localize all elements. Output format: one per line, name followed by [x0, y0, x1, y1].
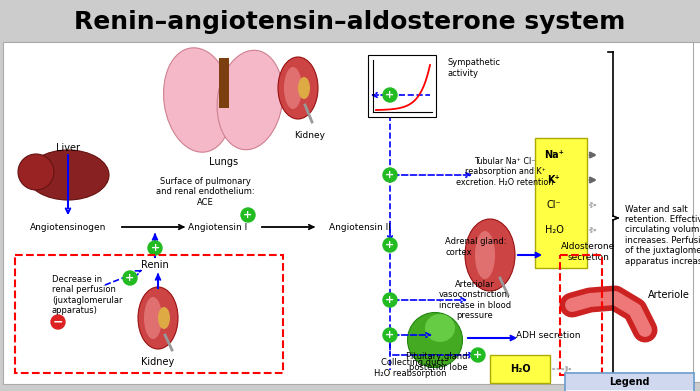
Text: +: + — [150, 243, 160, 253]
Text: H₂O: H₂O — [545, 225, 564, 235]
Circle shape — [148, 241, 162, 255]
Circle shape — [383, 238, 397, 252]
Text: Sympathetic
activity: Sympathetic activity — [448, 58, 501, 78]
Text: ADH secretion: ADH secretion — [516, 332, 580, 341]
Ellipse shape — [284, 67, 302, 109]
Ellipse shape — [475, 231, 495, 279]
Ellipse shape — [278, 57, 318, 119]
FancyBboxPatch shape — [5, 42, 700, 382]
Text: +: + — [386, 240, 395, 250]
Text: Arteriolar
vasoconstriction,
increase in blood
pressure: Arteriolar vasoconstriction, increase in… — [439, 280, 511, 320]
FancyBboxPatch shape — [566, 374, 693, 390]
Circle shape — [383, 328, 397, 342]
Text: H₂O: H₂O — [510, 364, 531, 374]
Text: Aldosterone
secretion: Aldosterone secretion — [561, 242, 615, 262]
Circle shape — [51, 315, 65, 329]
Ellipse shape — [298, 77, 310, 99]
Circle shape — [383, 88, 397, 102]
Text: Kidney: Kidney — [141, 357, 174, 367]
Text: K⁺: K⁺ — [547, 175, 561, 185]
Text: Lungs: Lungs — [209, 157, 239, 167]
Text: Arteriole: Arteriole — [648, 290, 690, 300]
Text: Renin–angiotensin–aldosterone system: Renin–angiotensin–aldosterone system — [74, 10, 626, 34]
Text: Surface of pulmonary
and renal endothelium:
ACE: Surface of pulmonary and renal endotheli… — [155, 177, 254, 207]
Text: +: + — [386, 330, 395, 340]
Ellipse shape — [144, 297, 162, 339]
Text: Renin: Renin — [141, 260, 169, 270]
Ellipse shape — [164, 48, 232, 152]
Text: Angiotensinogen: Angiotensinogen — [30, 222, 106, 231]
Text: Legend: Legend — [609, 377, 650, 387]
Ellipse shape — [27, 150, 109, 200]
Text: Decrease in
renal perfusion
(juxtaglomerular
apparatus): Decrease in renal perfusion (juxtaglomer… — [52, 275, 122, 315]
Text: Cl⁻: Cl⁻ — [547, 200, 561, 210]
Ellipse shape — [18, 154, 54, 190]
Text: +: + — [386, 295, 395, 305]
Text: −: − — [52, 316, 63, 328]
Text: +: + — [244, 210, 253, 220]
FancyBboxPatch shape — [535, 138, 587, 268]
Ellipse shape — [425, 314, 455, 342]
Text: Tubular Na⁺ Cl⁻
reabsorption and K⁺
excretion. H₂O retention: Tubular Na⁺ Cl⁻ reabsorption and K⁺ excr… — [456, 157, 554, 187]
Ellipse shape — [158, 307, 170, 329]
FancyBboxPatch shape — [3, 42, 693, 384]
Circle shape — [123, 271, 137, 285]
Text: +: + — [125, 273, 134, 283]
Text: Angiotensin I: Angiotensin I — [188, 222, 248, 231]
FancyBboxPatch shape — [219, 58, 229, 108]
Text: Adrenal gland:
cortex: Adrenal gland: cortex — [445, 237, 507, 257]
Text: Na⁺: Na⁺ — [544, 150, 564, 160]
Text: Kidney: Kidney — [295, 131, 326, 140]
Text: Water and salt
retention. Effective
circulating volume
increases. Perfusion
of t: Water and salt retention. Effective circ… — [625, 204, 700, 265]
Text: +: + — [473, 350, 482, 360]
FancyBboxPatch shape — [490, 355, 550, 383]
FancyBboxPatch shape — [565, 373, 694, 391]
FancyBboxPatch shape — [368, 55, 436, 117]
Text: Pituitary gland:
posterior lobe: Pituitary gland: posterior lobe — [406, 352, 470, 372]
Ellipse shape — [407, 312, 463, 368]
Text: Collecting duct:
H₂O reabsorption: Collecting duct: H₂O reabsorption — [374, 358, 447, 378]
Circle shape — [383, 293, 397, 307]
Circle shape — [471, 348, 485, 362]
Ellipse shape — [217, 50, 283, 150]
Text: +: + — [386, 170, 395, 180]
Text: Liver: Liver — [56, 143, 80, 153]
Ellipse shape — [138, 287, 178, 349]
Circle shape — [241, 208, 255, 222]
Text: +: + — [386, 90, 395, 100]
Text: Angiotensin II: Angiotensin II — [329, 222, 391, 231]
Ellipse shape — [465, 219, 515, 291]
Circle shape — [383, 168, 397, 182]
